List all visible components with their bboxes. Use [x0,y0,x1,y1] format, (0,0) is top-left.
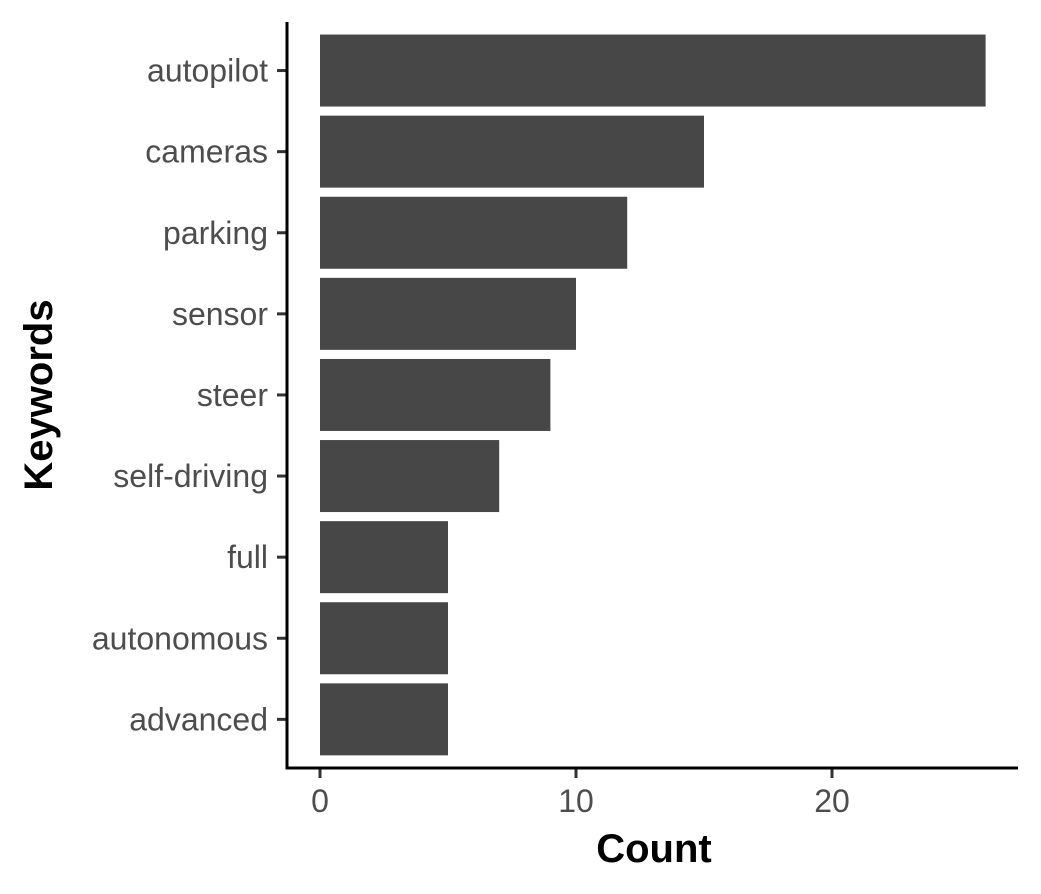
x-tick-label-20: 20 [814,783,850,819]
bar-autopilot [320,34,986,107]
y-axis-title: Keywords [17,299,61,490]
y-tick-label-sensor: sensor [172,296,268,332]
y-tick-label-cameras: cameras [145,134,268,170]
bar-full [320,521,448,594]
x-tick-label-0: 0 [311,783,329,819]
y-tick-label-full: full [227,539,268,575]
x-axis-title: Count [596,827,712,871]
y-tick-label-autopilot: autopilot [147,53,268,89]
y-tick-label-self-driving: self-driving [113,458,268,494]
y-tick-label-advanced: advanced [129,701,268,737]
y-tick-label-autonomous: autonomous [92,620,268,656]
bar-parking [320,196,628,269]
bar-cameras [320,115,704,188]
x-axis-ticks: 0 10 20 [311,768,850,819]
bar-advanced [320,683,448,756]
bars-group [320,34,986,756]
bar-self-driving [320,440,500,513]
y-axis-ticks: autopilot cameras parking sensor steer self-d… [92,53,287,737]
bar-autonomous [320,602,448,675]
y-tick-label-parking: parking [163,215,268,251]
bar-sensor [320,277,576,350]
x-tick-label-10: 10 [558,783,594,819]
bar-steer [320,358,551,431]
y-tick-label-steer: steer [197,377,268,413]
